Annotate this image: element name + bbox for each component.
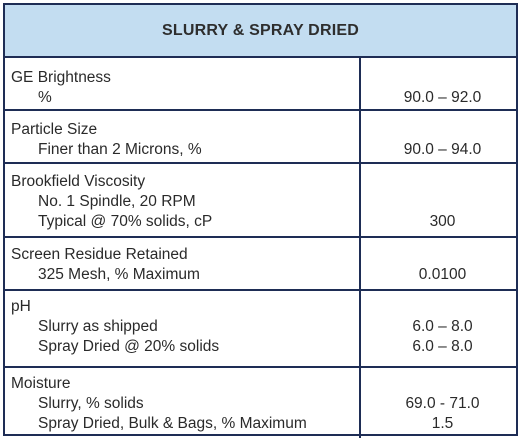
row-label-cell: Moisture Slurry, % solids Spray Dried, B… (5, 368, 361, 438)
row-particle-size: Particle Size Finer than 2 Microns, % 90… (5, 111, 516, 164)
row-sub-label: Typical @ 70% solids, cP (38, 213, 213, 230)
row-sub-label: 325 Mesh, % Maximum (38, 266, 200, 283)
row-value-cell: 6.0 – 8.0 6.0 – 8.0 (361, 291, 516, 366)
row-heading: Brookfield Viscosity (11, 173, 146, 190)
row-sub-label: Slurry, % solids (38, 395, 144, 412)
row-sub-label: No. 1 Spindle, 20 RPM (38, 193, 196, 210)
row-sub-label: Spray Dried, Bulk & Bags, % Maximum (38, 415, 307, 432)
row-value-cell: 90.0 – 94.0 (361, 111, 516, 162)
row-screen-residue: Screen Residue Retained 325 Mesh, % Maxi… (5, 238, 516, 291)
row-heading: Particle Size (11, 121, 98, 138)
row-value: 90.0 – 94.0 (403, 141, 482, 158)
row-ge-brightness: GE Brightness % 90.0 – 92.0 (5, 58, 516, 111)
row-label-cell: Screen Residue Retained 325 Mesh, % Maxi… (5, 238, 361, 289)
row-value: 1.5 (431, 415, 454, 432)
row-ph: pH Slurry as shipped Spray Dried @ 20% s… (5, 291, 516, 368)
row-value: 6.0 – 8.0 (412, 318, 473, 335)
row-sub-label: Finer than 2 Microns, % (38, 141, 202, 158)
spec-table: SLURRY & SPRAY DRIED GE Brightness % 90.… (3, 3, 518, 438)
row-value: 90.0 – 92.0 (403, 89, 482, 106)
row-label-cell: Brookfield Viscosity No. 1 Spindle, 20 R… (5, 164, 361, 236)
row-value: 0.0100 (418, 266, 467, 283)
row-heading: Moisture (11, 375, 71, 392)
row-value: 6.0 – 8.0 (412, 338, 473, 355)
row-sub-label: % (38, 89, 52, 106)
row-label-cell: Particle Size Finer than 2 Microns, % (5, 111, 361, 162)
row-value-cell: 69.0 - 71.0 1.5 (361, 368, 516, 438)
row-label-cell: pH Slurry as shipped Spray Dried @ 20% s… (5, 291, 361, 366)
row-value: 300 (429, 213, 456, 230)
table-title: SLURRY & SPRAY DRIED (162, 21, 359, 39)
row-brookfield-viscosity: Brookfield Viscosity No. 1 Spindle, 20 R… (5, 164, 516, 238)
row-sub-label: Spray Dried @ 20% solids (38, 338, 220, 355)
row-value: 69.0 - 71.0 (405, 395, 480, 412)
row-sub-label: Slurry as shipped (38, 318, 158, 335)
row-moisture: Moisture Slurry, % solids Spray Dried, B… (5, 368, 516, 438)
row-value-cell: 0.0100 (361, 238, 516, 289)
row-heading: Screen Residue Retained (11, 246, 188, 263)
row-label-cell: GE Brightness % (5, 58, 361, 109)
row-heading: GE Brightness (11, 69, 111, 86)
row-value-cell: 300 (361, 164, 516, 236)
table-header: SLURRY & SPRAY DRIED (5, 5, 516, 58)
row-heading: pH (11, 298, 31, 315)
row-value-cell: 90.0 – 92.0 (361, 58, 516, 109)
